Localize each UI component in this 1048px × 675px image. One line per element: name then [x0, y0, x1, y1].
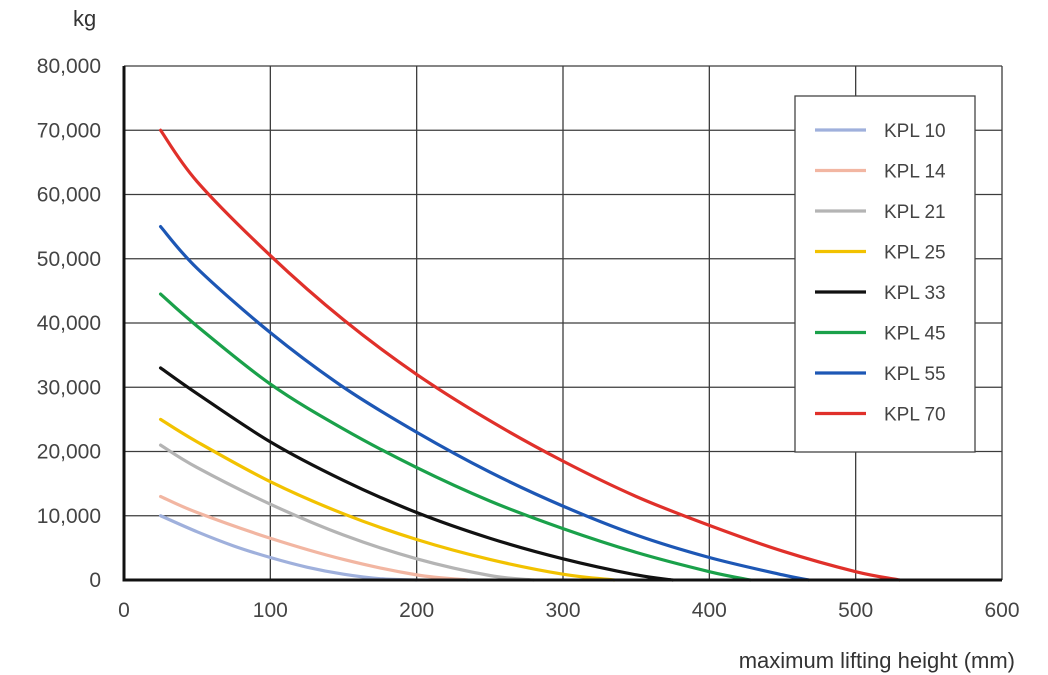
- series-line-kpl-33: [158, 366, 675, 582]
- x-tick-label: 500: [838, 599, 873, 622]
- legend-label: KPL 14: [884, 162, 946, 183]
- legend: KPL 10 KPL 14 KPL 21 KPL 25 KPL 33 KPL 45 KPL …: [794, 95, 976, 453]
- x-tick-label: 600: [984, 599, 1019, 622]
- legend-label: KPL 70: [884, 405, 946, 426]
- y-tick-label: 70,000: [37, 119, 101, 142]
- series-line-kpl-70: [158, 128, 902, 582]
- series-lines: [158, 128, 902, 582]
- y-tick-label: 20,000: [37, 441, 101, 464]
- legend-label: KPL 25: [884, 243, 946, 264]
- y-tick-label: 0: [89, 569, 101, 592]
- tick-labels: 0 10,000 20,000 30,000 40,000 50,000 60,000 70,…: [37, 55, 1020, 622]
- series-line-kpl-25: [158, 417, 616, 582]
- y-axis-label: kg: [73, 6, 96, 31]
- y-tick-label: 10,000: [37, 505, 101, 528]
- legend-box: [794, 95, 976, 453]
- y-tick-label: 30,000: [37, 376, 101, 399]
- series-line-kpl-55: [158, 225, 811, 582]
- x-axis-label: maximum lifting height (mm): [739, 648, 1015, 673]
- y-tick-label: 80,000: [37, 55, 101, 78]
- series-line-kpl-21: [158, 443, 536, 582]
- x-tick-label: 400: [692, 599, 727, 622]
- series-line-kpl-10: [158, 514, 419, 582]
- series-line-kpl-45: [158, 292, 752, 582]
- axes: [122, 66, 1002, 582]
- legend-label: KPL 45: [884, 324, 946, 345]
- x-tick-label: 100: [253, 599, 288, 622]
- legend-label: KPL 10: [884, 121, 946, 142]
- legend-label: KPL 55: [884, 364, 946, 385]
- x-tick-label: 300: [545, 599, 580, 622]
- x-tick-label: 0: [118, 599, 130, 622]
- y-tick-label: 50,000: [37, 248, 101, 271]
- y-tick-label: 60,000: [37, 184, 101, 207]
- legend-label: KPL 21: [884, 202, 946, 223]
- x-tick-label: 200: [399, 599, 434, 622]
- series-line-kpl-14: [158, 494, 470, 582]
- legend-label: KPL 33: [884, 283, 946, 304]
- y-tick-label: 40,000: [37, 312, 101, 335]
